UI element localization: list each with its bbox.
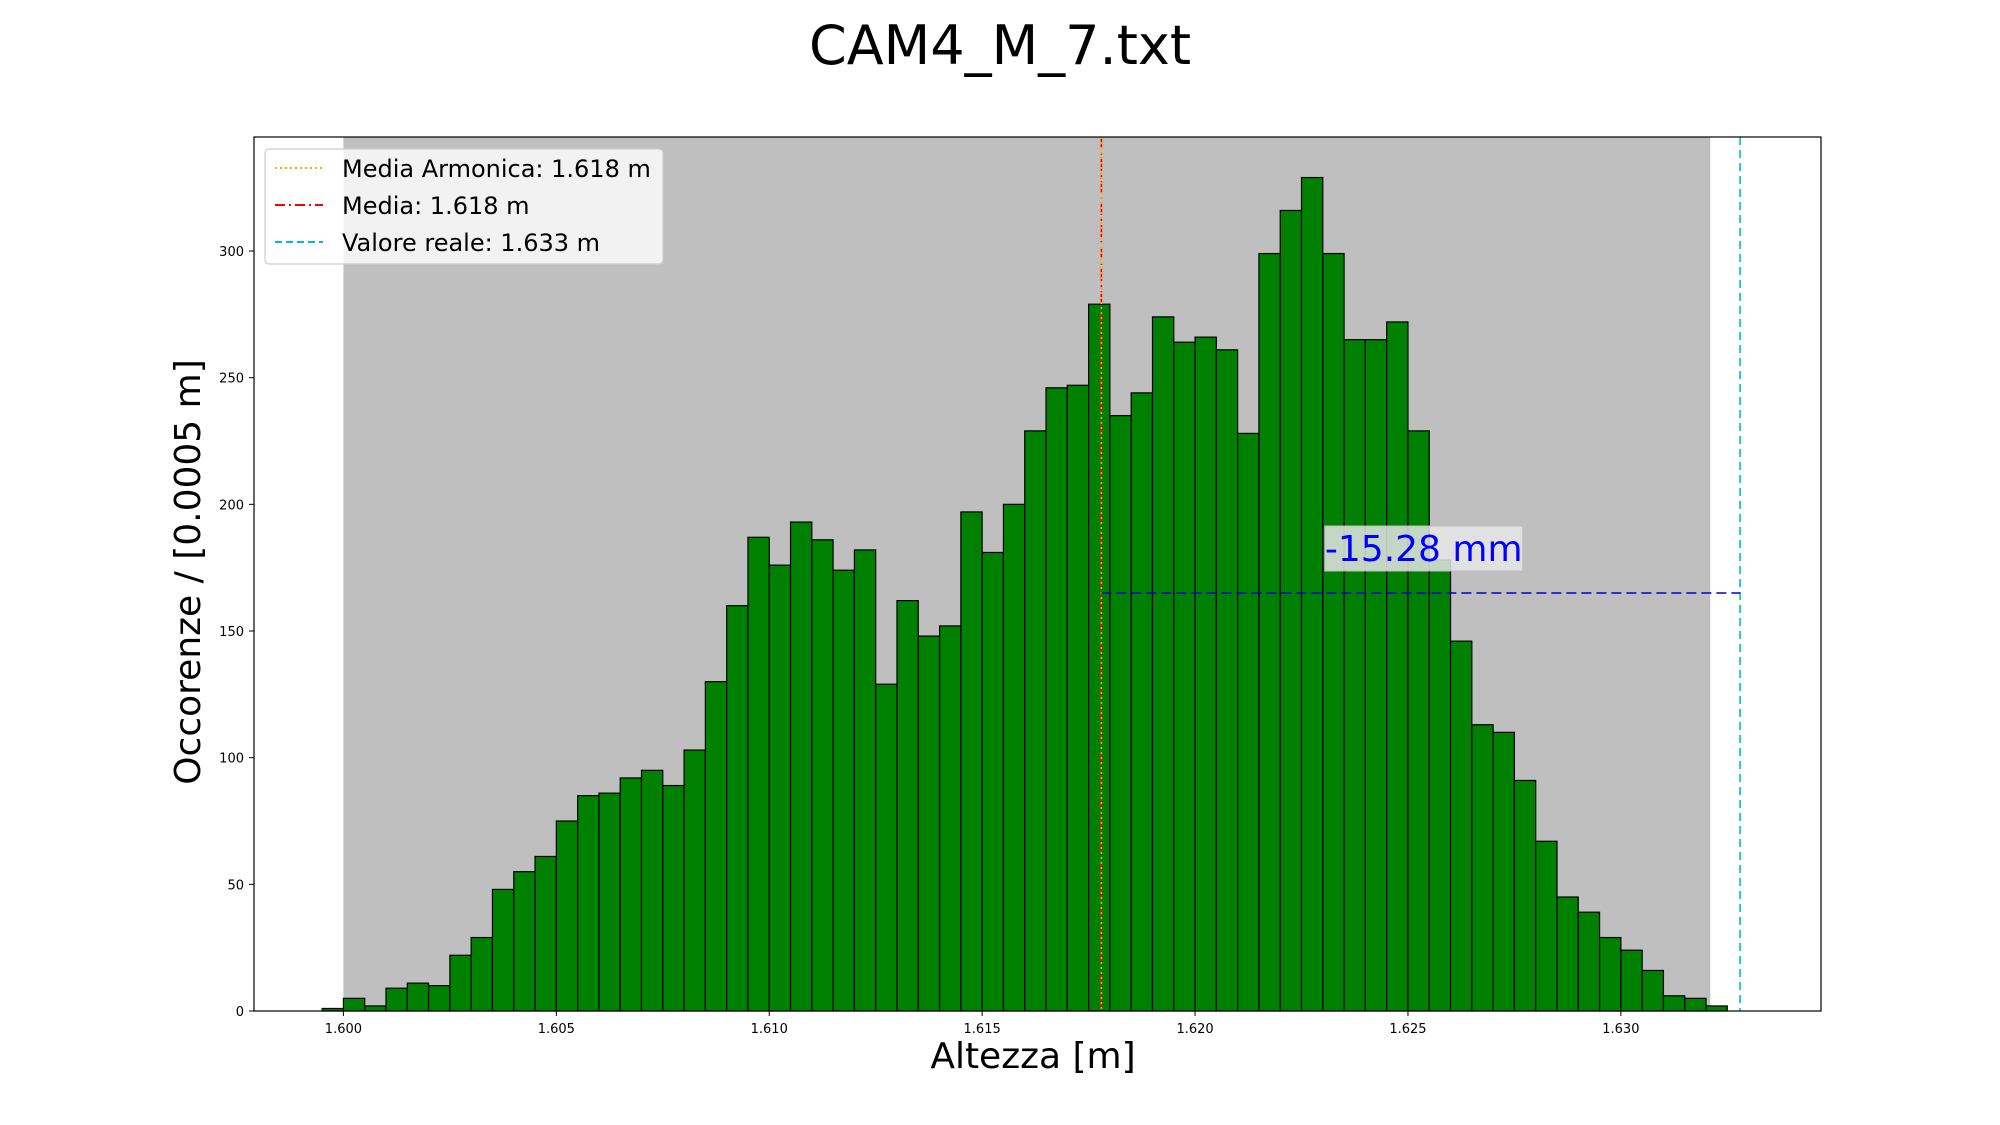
- histogram-bar: [768, 564, 792, 1012]
- histogram-bar: [1428, 559, 1452, 1012]
- histogram-bar: [577, 795, 600, 1012]
- histogram-bar: [960, 511, 983, 1012]
- x-tick-label: 1.620: [1176, 1022, 1213, 1037]
- legend: Media Armonica: 1.618 m Media: 1.618 m V…: [264, 148, 664, 265]
- y-tick-label: 150: [219, 625, 244, 640]
- histogram-bar: [1513, 779, 1537, 1012]
- histogram-bar: [406, 982, 430, 1012]
- y-axis-label: Occorenze / [0.0005 m]: [168, 359, 209, 785]
- histogram-bar: [619, 777, 643, 1012]
- histogram-bar: [1024, 430, 1047, 1012]
- histogram-bar: [364, 1005, 387, 1012]
- histogram-bar: [598, 792, 621, 1012]
- y-tick-label: 250: [219, 372, 244, 387]
- histogram-bar: [1130, 392, 1154, 1012]
- histogram-bar: [534, 855, 557, 1012]
- histogram-bar: [1151, 316, 1175, 1012]
- histogram-bar: [875, 683, 898, 1012]
- histogram-bar: [704, 681, 728, 1012]
- histogram-bar: [1194, 336, 1217, 1012]
- histogram-bar: [1237, 432, 1260, 1012]
- histogram-bar: [811, 539, 834, 1012]
- y-tick-label: 200: [219, 498, 244, 513]
- histogram-bar: [1641, 969, 1665, 1012]
- histogram-bar: [1322, 252, 1345, 1012]
- histogram-bar: [1279, 209, 1303, 1012]
- histogram-bar: [640, 769, 664, 1012]
- histogram-bar: [747, 536, 770, 1012]
- legend-box: [264, 148, 664, 265]
- x-tick-label: 1.605: [538, 1022, 575, 1037]
- histogram-bar: [1492, 731, 1516, 1012]
- histogram-bar: [1598, 936, 1622, 1012]
- histogram-bar: [1577, 911, 1601, 1012]
- legend-label-media: Media: 1.618 m: [342, 192, 530, 220]
- legend-label-media-armonica: Media Armonica: 1.618 m: [342, 155, 651, 183]
- histogram-bar: [853, 549, 877, 1012]
- histogram-bar: [1066, 384, 1090, 1012]
- histogram-bar: [1364, 339, 1388, 1012]
- histogram-bar: [1343, 339, 1366, 1012]
- histogram-bar: [470, 936, 494, 1012]
- chart-title: CAM4_M_7.txt: [809, 14, 1191, 77]
- annotation-box: [1324, 525, 1524, 572]
- histogram-bar: [1173, 341, 1196, 1012]
- histogram-bar: [662, 784, 685, 1012]
- histogram-bar: [683, 749, 706, 1012]
- histogram-bar: [981, 551, 1005, 1012]
- x-tick-label: 1.615: [964, 1022, 1001, 1037]
- difference-annotation: -15.28 mm: [1325, 529, 1523, 570]
- histogram-bar: [1535, 840, 1558, 1012]
- histogram-bar: [1215, 349, 1239, 1012]
- histogram-bar: [1556, 896, 1579, 1012]
- legend-label-valore-reale: Valore reale: 1.633 m: [342, 229, 600, 257]
- histogram-bar: [1449, 640, 1473, 1012]
- x-axis-label: Altezza [m]: [930, 1036, 1135, 1077]
- histogram-bar: [342, 997, 366, 1012]
- y-tick-label: 300: [219, 245, 244, 260]
- histogram-bar: [1620, 949, 1643, 1012]
- histogram-bar: [789, 521, 813, 1012]
- y-tick-label: 0: [236, 1005, 244, 1020]
- histogram-bar: [427, 985, 451, 1012]
- histogram-bar: [726, 605, 749, 1012]
- histogram-bar: [491, 888, 515, 1012]
- histogram-bar: [1386, 321, 1409, 1012]
- histogram-bar: [1258, 252, 1281, 1012]
- histogram-bar: [896, 599, 919, 1012]
- histogram-bar: [1471, 724, 1494, 1012]
- x-tick-label: 1.600: [325, 1022, 362, 1037]
- histogram-bar: [917, 635, 941, 1012]
- histogram-bar: [1662, 995, 1686, 1012]
- histogram-bar: [449, 954, 472, 1012]
- histogram-bar: [1002, 503, 1026, 1012]
- x-tick-label: 1.610: [751, 1022, 788, 1037]
- histogram-bar: [513, 871, 536, 1012]
- histogram-bar: [1407, 430, 1430, 1012]
- histogram-bar: [832, 569, 855, 1012]
- y-tick-label: 50: [227, 878, 244, 893]
- histogram-bar: [1087, 303, 1111, 1012]
- histogram-bar: [1300, 176, 1324, 1012]
- histogram-bar: [1109, 415, 1132, 1012]
- y-tick-label: 100: [219, 752, 244, 767]
- plot-frame: [253, 136, 1822, 1012]
- histogram-bar: [938, 625, 962, 1012]
- x-tick-label: 1.630: [1602, 1022, 1639, 1037]
- histogram-bar: [1705, 1005, 1728, 1012]
- histogram-bar: [385, 987, 408, 1012]
- histogram-bar: [1045, 387, 1068, 1012]
- x-tick-label: 1.625: [1389, 1022, 1426, 1037]
- histogram-bar: [1684, 997, 1707, 1012]
- histogram-bar: [555, 820, 579, 1012]
